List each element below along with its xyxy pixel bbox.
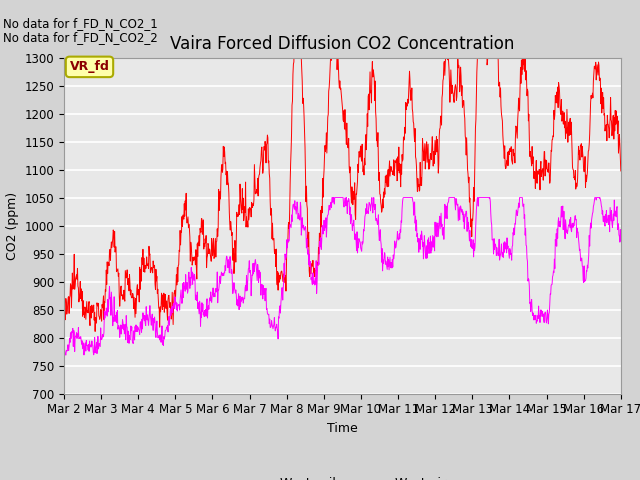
West soil — [617, 168, 625, 174]
West soil — [353, 185, 361, 191]
West air — [154, 335, 162, 341]
Text: No data for f_FD_N_CO2_1: No data for f_FD_N_CO2_1 — [3, 17, 158, 30]
West air — [365, 200, 373, 205]
West air — [60, 347, 68, 352]
West soil — [154, 297, 162, 303]
West soil — [365, 91, 372, 97]
West air — [328, 195, 336, 201]
West air — [354, 250, 362, 256]
Line: West air: West air — [64, 198, 621, 355]
West air — [302, 229, 310, 235]
West air — [62, 352, 70, 358]
Line: West soil: West soil — [64, 0, 621, 331]
West soil — [134, 291, 142, 297]
X-axis label: Time: Time — [327, 422, 358, 435]
Title: Vaira Forced Diffusion CO2 Concentration: Vaira Forced Diffusion CO2 Concentration — [170, 35, 515, 53]
West air — [617, 238, 625, 244]
West air — [248, 272, 256, 278]
West air — [134, 326, 142, 332]
West soil — [60, 314, 68, 320]
Legend: West soil, West air: West soil, West air — [233, 472, 452, 480]
West soil — [92, 328, 99, 334]
West soil — [302, 199, 310, 204]
Y-axis label: CO2 (ppm): CO2 (ppm) — [6, 192, 19, 260]
Text: VR_fd: VR_fd — [70, 60, 109, 73]
West soil — [248, 205, 256, 211]
Text: No data for f_FD_N_CO2_2: No data for f_FD_N_CO2_2 — [3, 31, 158, 44]
